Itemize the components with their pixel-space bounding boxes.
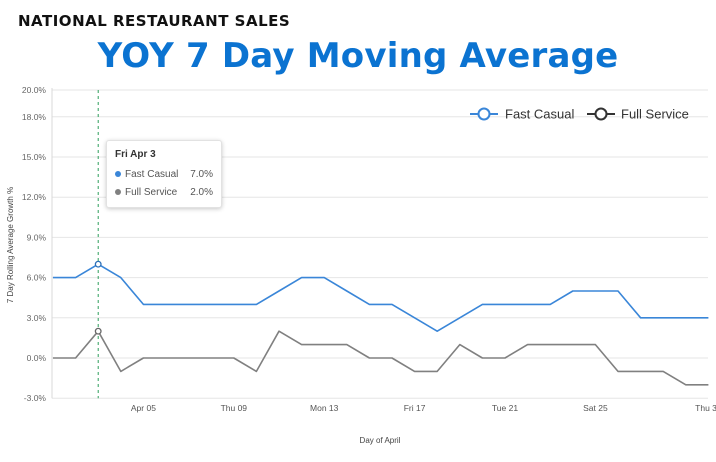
legend-marker-fast-casual: [477, 107, 491, 121]
fast-casual-dot-icon: [115, 171, 121, 177]
tooltip-title: Fri Apr 3: [115, 149, 156, 160]
supertitle: NATIONAL RESTAURANT SALES: [18, 12, 291, 30]
y-tick-label: 18.0%: [22, 112, 47, 122]
legend-label-fast-casual[interactable]: Fast Casual: [505, 107, 574, 122]
x-axis-title: Day of April: [360, 436, 401, 445]
highlight-point-fast-casual[interactable]: [94, 260, 102, 268]
y-tick-label: 0.0%: [27, 353, 47, 363]
x-tick-label: Thu 30: [695, 403, 716, 413]
y-tick-label: 6.0%: [27, 273, 47, 283]
chart-title: YOY 7 Day Moving Average: [97, 36, 619, 76]
tooltip-row-fast-casual: Fast Casual 7.0%: [115, 165, 213, 183]
x-tick-label: Apr 05: [131, 403, 156, 413]
x-tick-label: Thu 09: [221, 403, 248, 413]
y-tick-label: 15.0%: [22, 152, 47, 162]
tooltip-series-value: 2.0%: [190, 186, 213, 198]
x-tick-label: Sat 25: [583, 403, 608, 413]
hover-tooltip: Fri Apr 3 Fast Casual 7.0% Full Service …: [106, 140, 222, 208]
y-tick-label: 3.0%: [27, 313, 47, 323]
legend-marker-full-service: [594, 107, 608, 121]
tooltip-series-name: Fast Casual: [125, 168, 179, 180]
y-tick-label: 9.0%: [27, 232, 47, 242]
tooltip-series-value: 7.0%: [190, 168, 213, 180]
x-tick-label: Tue 21: [492, 403, 518, 413]
y-axis-title: 7 Day Rolling Average Growth %: [6, 187, 15, 303]
tooltip-row-full-service: Full Service 2.0%: [115, 183, 213, 201]
y-tick-label: 12.0%: [22, 192, 47, 202]
x-tick-label: Mon 13: [310, 403, 339, 413]
legend-label-full-service[interactable]: Full Service: [621, 107, 689, 122]
tooltip-series-name: Full Service: [125, 186, 178, 198]
highlight-point-full-service[interactable]: [94, 327, 102, 335]
full-service-dot-icon: [115, 189, 121, 195]
series-line-fast-casual[interactable]: [53, 263, 709, 333]
y-tick-label: -3.0%: [24, 393, 47, 403]
x-tick-label: Fri 17: [404, 403, 426, 413]
y-tick-label: 20.0%: [22, 85, 47, 95]
series-line-full-service[interactable]: [53, 330, 709, 386]
